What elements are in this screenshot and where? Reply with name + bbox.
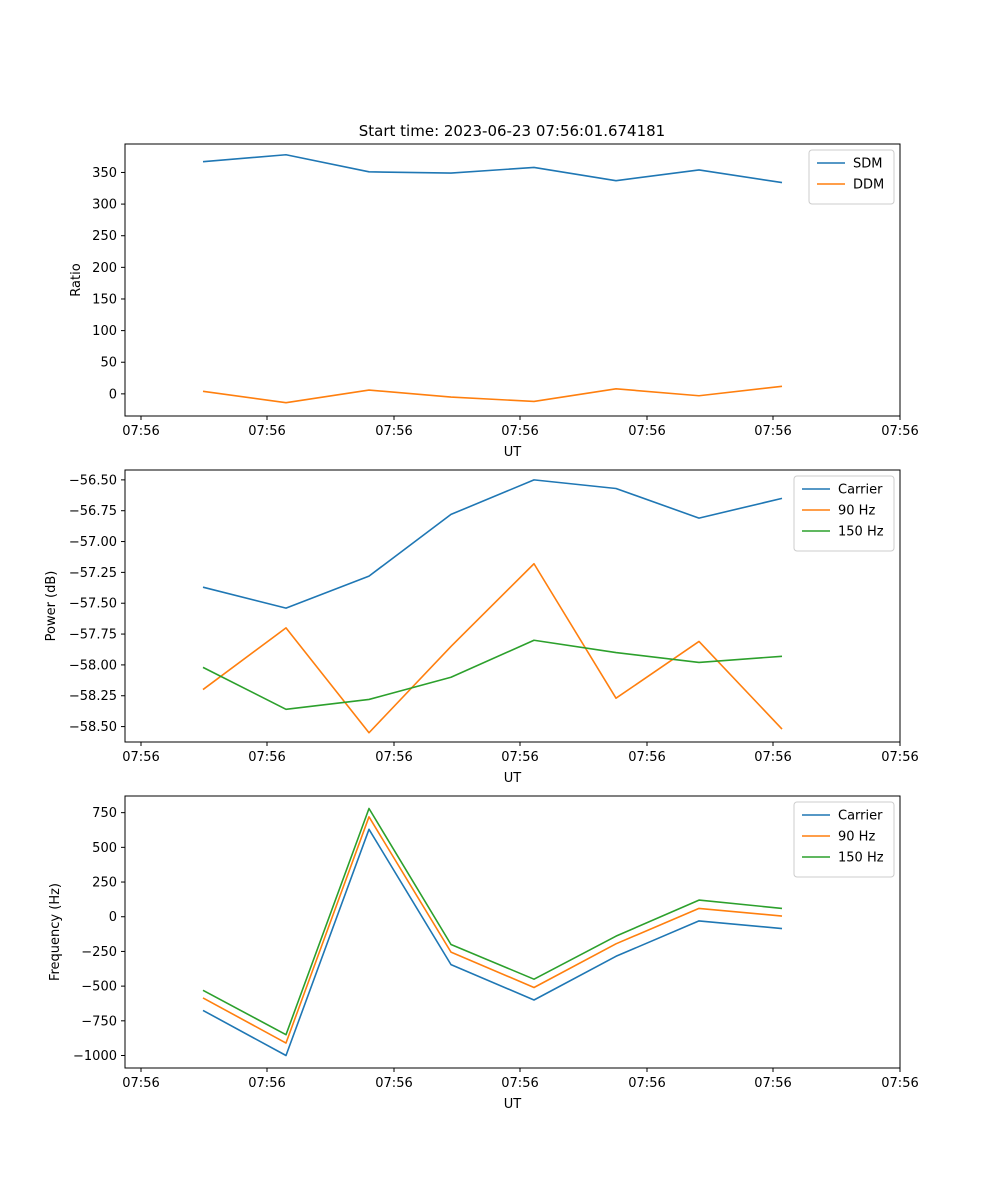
chart-1-series-line (202, 479, 783, 609)
chart-1-x-axis-label: UT (504, 771, 522, 786)
chart-1-x-tick-label: 07:56 (881, 750, 918, 765)
chart-2-x-tick-label: 07:56 (754, 1076, 791, 1091)
chart-0-x-tick-label: 07:56 (248, 424, 285, 439)
chart-2-x-tick-label: 07:56 (881, 1076, 918, 1091)
chart-1-legend-label: 90 Hz (838, 504, 875, 519)
chart-1-y-tick-label: −57.75 (69, 628, 117, 643)
chart-2-x-tick-label: 07:56 (122, 1076, 159, 1091)
chart-1-y-tick-label: −56.50 (69, 473, 117, 488)
chart-2-x-axis-label: UT (504, 1097, 522, 1112)
chart-2-y-tick-label: 250 (92, 876, 117, 891)
chart-1-x-tick-label: 07:56 (122, 750, 159, 765)
chart-1-x-tick-label: 07:56 (375, 750, 412, 765)
chart-2-y-axis-label: Frequency (Hz) (48, 883, 63, 981)
chart-2-series-line (202, 816, 783, 1044)
chart-1-y-tick-label: −58.00 (69, 658, 117, 673)
chart-2-y-tick-label: −1000 (73, 1049, 117, 1064)
chart-1-y-tick-label: −58.50 (69, 720, 117, 735)
chart-1-y-axis-label: Power (dB) (44, 571, 59, 642)
chart-0-legend-label: SDM (853, 157, 882, 172)
chart-0-y-axis-label: Ratio (69, 263, 84, 296)
chart-0-x-tick-label: 07:56 (375, 424, 412, 439)
chart-1-y-tick-label: −57.25 (69, 566, 117, 581)
chart-2-legend: Carrier 90 Hz 150 Hz (793, 801, 895, 878)
chart-0-x-tick-label: 07:56 (122, 424, 159, 439)
chart-2-x-tick-label: 07:56 (248, 1076, 285, 1091)
chart-0-x-axis-label: UT (504, 445, 522, 460)
chart-1-y-tick-label: −56.75 (69, 504, 117, 519)
chart-2-series-line (202, 828, 783, 1057)
chart-1-x-tick-label: 07:56 (754, 750, 791, 765)
chart-1-y-tick-label: −57.50 (69, 597, 117, 612)
chart-1-y-tick-label: −58.25 (69, 689, 117, 704)
chart-2-x-tick-label: 07:56 (501, 1076, 538, 1091)
chart-0-y-tick-label: 200 (92, 261, 117, 276)
chart-1-series-line (202, 639, 783, 711)
chart-2-x-tick-label: 07:56 (628, 1076, 665, 1091)
chart-1-frame (124, 469, 901, 743)
chart-2-y-tick-label: −750 (81, 1014, 117, 1029)
chart-0-y-tick-label: 50 (100, 356, 117, 371)
chart-0-axes: 07:56 07:56 07:56 07:56 07:56 07:56 07:56 0 50 10… (69, 143, 919, 460)
chart-2-series-line (202, 807, 783, 1036)
chart-0-x-tick-label: 07:56 (501, 424, 538, 439)
chart-1-legend-label: 150 Hz (838, 525, 884, 540)
chart-0-y-tick-label: 0 (109, 387, 117, 402)
chart-1-x-tick-label: 07:56 (248, 750, 285, 765)
figure-title: Start time: 2023-06-23 07:56:01.674181 (359, 122, 665, 140)
chart-1-series-line (202, 562, 783, 734)
chart-1-y-tick-label: −57.00 (69, 535, 117, 550)
chart-panels: 07:56 07:56 07:56 07:56 07:56 07:56 07:56 0 50 10… (44, 143, 919, 1112)
chart-0-y-tick-label: 100 (92, 324, 117, 339)
chart-0-legend-label: DDM (853, 178, 884, 193)
chart-0-y-tick-label: 300 (92, 198, 117, 213)
chart-0-x-tick-label: 07:56 (628, 424, 665, 439)
chart-2-x-tick-label: 07:56 (375, 1076, 412, 1091)
chart-0-legend: SDM DDM (808, 149, 895, 205)
chart-1-legend: Carrier 90 Hz 150 Hz (793, 475, 895, 552)
chart-2-legend-label: 90 Hz (838, 830, 875, 845)
chart-2-axes: 07:56 07:56 07:56 07:56 07:56 07:56 07:56 −1000… (48, 795, 919, 1112)
chart-2-legend-label: Carrier (838, 809, 883, 824)
chart-1-legend-label: Carrier (838, 483, 883, 498)
chart-2-y-tick-label: −250 (81, 945, 117, 960)
chart-2-frame (124, 795, 901, 1069)
chart-0-y-tick-label: 350 (92, 166, 117, 181)
chart-1-x-tick-label: 07:56 (501, 750, 538, 765)
chart-0-frame (124, 143, 901, 417)
chart-1-legend-box (793, 475, 895, 552)
chart-1-x-tick-label: 07:56 (628, 750, 665, 765)
chart-1-axes: 07:56 07:56 07:56 07:56 07:56 07:56 07:56 −58.5… (44, 469, 919, 786)
chart-0-series-line (202, 153, 783, 184)
chart-0-y-tick-label: 150 (92, 292, 117, 307)
chart-2-y-tick-label: 0 (109, 910, 117, 925)
chart-0-series-line (202, 385, 783, 404)
chart-0-x-tick-label: 07:56 (881, 424, 918, 439)
chart-2-legend-box (793, 801, 895, 878)
chart-2-y-tick-label: 500 (92, 841, 117, 856)
chart-2-y-tick-label: −500 (81, 980, 117, 995)
chart-2-legend-label: 150 Hz (838, 851, 884, 866)
chart-0-y-tick-label: 250 (92, 229, 117, 244)
chart-0-x-tick-label: 07:56 (754, 424, 791, 439)
chart-2-y-tick-label: 750 (92, 806, 117, 821)
